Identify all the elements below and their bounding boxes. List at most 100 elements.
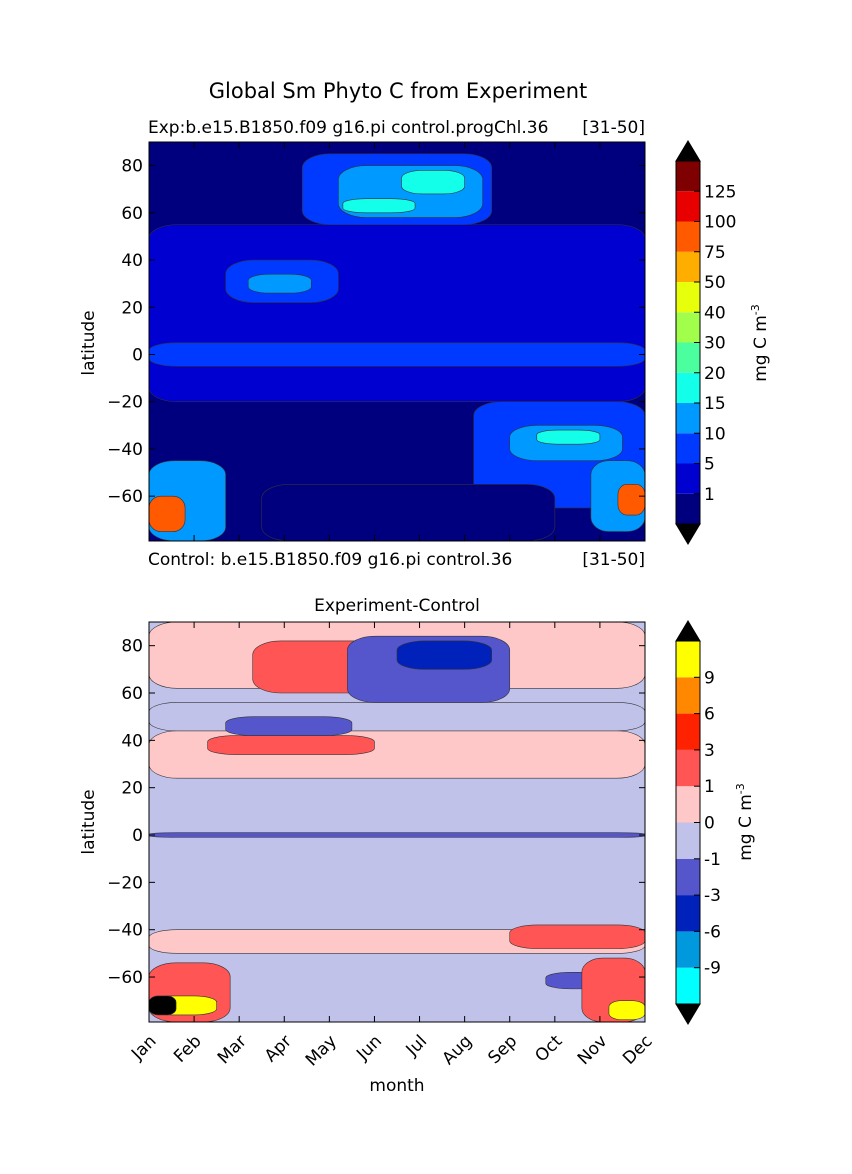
colorbar-tick-label: 100 [704, 213, 736, 233]
colorbar-tick-label: 15 [704, 394, 726, 414]
colorbar-swatch [676, 463, 700, 494]
colorbar-swatch [676, 342, 700, 373]
ytick-label: 60 [121, 684, 143, 704]
colorbar-tick-label: 10 [704, 424, 726, 444]
ytick-label: 0 [132, 345, 143, 365]
contour-region-north-low [149, 224, 645, 402]
colorbar-swatch [676, 403, 700, 434]
ytick-label: −60 [107, 968, 143, 988]
colorbar-swatch [676, 161, 700, 192]
contour-region-lat38-red [207, 735, 375, 755]
colorbar-swatch [676, 895, 700, 932]
bottom-title: Experiment-Control [314, 596, 480, 616]
colorbar-swatch [676, 251, 700, 282]
colorbar-tick-label: 20 [704, 364, 726, 384]
colorbar-extend-bottom [675, 1003, 701, 1025]
xtick-label-may: May [302, 1031, 341, 1070]
top-title-right: [31-50] [582, 118, 645, 138]
ytick-label: −40 [107, 440, 143, 460]
ytick-label: 80 [121, 637, 143, 657]
top-contour-plot: 80 60 40 20 0 −20 −40 −60 [107, 141, 646, 542]
contour-region-dec-south-yellow [608, 1000, 645, 1020]
xtick-label-jul: Jul [402, 1031, 431, 1060]
figure-title: Global Sm Phyto C from Experiment [209, 79, 588, 103]
colorbar-extend-top [675, 140, 701, 162]
contour-region-austral-dec-core [617, 484, 645, 516]
contour-region-south-winter-low [261, 484, 556, 541]
colorbar-swatch [676, 786, 700, 823]
colorbar-tick-label: -1 [704, 850, 721, 870]
contour-region-north-bloom-core [401, 170, 465, 195]
xtick-label-dec: Dec [619, 1031, 656, 1068]
top-footer-left: Control: b.e15.B1850.f09 g16.pi control.… [148, 550, 512, 570]
bottom-xlabel: month [369, 1076, 424, 1096]
contour-region-north-bloom-core2 [342, 198, 416, 214]
ytick-label: 80 [121, 157, 143, 177]
top-plot-frame [148, 141, 646, 542]
xtick-label-sep: Sep [484, 1031, 521, 1068]
ytick-label: −20 [107, 393, 143, 413]
contour-region-equator-band [149, 342, 645, 367]
colorbar-swatch [676, 931, 700, 968]
xtick-label-jun: Jun [352, 1031, 386, 1065]
ytick-label: −40 [107, 921, 143, 941]
contour-region-lat50-neg [149, 702, 645, 732]
bottom-plot-frame [148, 621, 646, 1023]
colorbar-extend-top [675, 620, 701, 642]
colorbar-swatch [676, 282, 700, 313]
ytick-label: 20 [121, 779, 143, 799]
colorbar-tick-label: 40 [704, 303, 726, 323]
ytick-label: 40 [121, 731, 143, 751]
colorbar-tick-label: 6 [704, 705, 715, 725]
xtick-label-mar: Mar [214, 1031, 251, 1068]
colorbar-swatch [676, 372, 700, 403]
colorbar-tick-label: -3 [704, 886, 721, 906]
colorbar-swatch [676, 822, 700, 859]
colorbar-swatch [676, 221, 700, 252]
contour-region-eq-neg-band [149, 832, 645, 838]
contour-region-jan-south-black [149, 995, 177, 1016]
colorbar-swatch [676, 749, 700, 787]
top-colorbar-label: mg C m-3 [749, 304, 771, 382]
colorbar-swatch [676, 967, 700, 1004]
bottom-ylabel: latitude [79, 789, 99, 854]
xtick-label-nov: Nov [574, 1031, 612, 1069]
colorbar-tick-label: 0 [704, 814, 715, 834]
colorbar-swatch [676, 713, 700, 750]
ytick-label: 40 [121, 251, 143, 271]
contour-region-north-temperate-core [247, 273, 312, 294]
colorbar-swatch [676, 191, 700, 222]
ytick-label: 0 [132, 826, 143, 846]
xtick-label-apr: Apr [261, 1031, 296, 1066]
top-title-left: Exp:b.e15.B1850.f09 g16.pi control.progC… [148, 118, 548, 138]
contour-region-south-red-east [509, 924, 645, 949]
colorbar-tick-label: 3 [704, 741, 715, 761]
ytick-label: −20 [107, 873, 143, 893]
colorbar-tick-label: 5 [704, 455, 715, 475]
colorbar-swatch [676, 677, 700, 714]
xtick-label-aug: Aug [439, 1031, 477, 1069]
colorbar-tick-label: -9 [704, 959, 721, 979]
xtick-label-feb: Feb [170, 1031, 205, 1066]
colorbar-swatch [676, 641, 700, 678]
colorbar-tick-label: 30 [704, 334, 726, 354]
colorbar-tick-label: -6 [704, 922, 721, 942]
ytick-label: 60 [121, 204, 143, 224]
colorbar-tick-label: 9 [704, 668, 715, 688]
colorbar-swatch [676, 493, 700, 524]
xtick-label-oct: Oct [531, 1031, 566, 1066]
colorbar-extend-bottom [675, 523, 701, 545]
bottom-contour-plot: 80 60 40 20 0 −20 −40 −60 Jan Feb Mar Apr May Jun Jul… [107, 621, 657, 1070]
colorbar-tick-label: 75 [704, 243, 726, 263]
contour-region-south-bloom-core [536, 429, 601, 445]
xtick-label-jan: Jan [127, 1031, 160, 1064]
bottom-colorbar-label: mg C m-3 [734, 783, 756, 861]
colorbar-tick-label: 1 [704, 485, 715, 505]
ytick-label: −60 [107, 487, 143, 507]
colorbar-swatch [676, 312, 700, 343]
colorbar-tick-label: 1 [704, 777, 715, 797]
colorbar-swatch [676, 433, 700, 464]
contour-region-lat45-blue [225, 716, 353, 736]
